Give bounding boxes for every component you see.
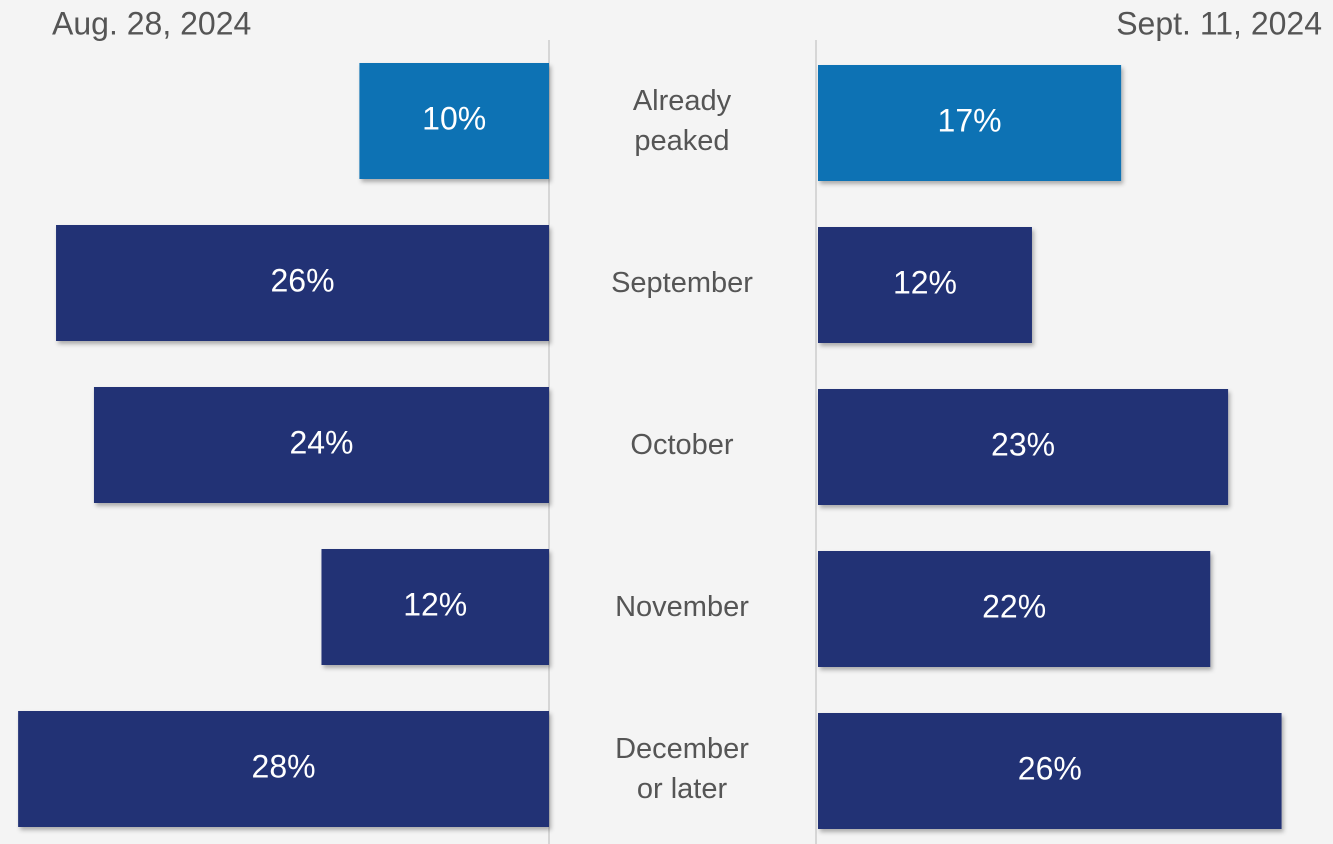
bar <box>18 711 550 827</box>
category-label: November <box>615 591 749 623</box>
bar <box>359 63 549 179</box>
value-label: 26% <box>270 262 334 298</box>
bar <box>93 387 550 503</box>
value-label: 12% <box>893 264 957 300</box>
category-label: Already peaked <box>632 85 732 157</box>
bar <box>818 389 1229 505</box>
category-label: October <box>630 429 734 461</box>
value-label: 10% <box>422 100 486 136</box>
bar <box>818 551 1211 667</box>
bar <box>56 225 549 341</box>
value-label: 23% <box>991 426 1055 462</box>
legend-right: Sept. 11, 2024 <box>1116 5 1322 41</box>
value-label: 26% <box>1018 750 1082 786</box>
legend-left: Aug. 28, 2024 <box>52 5 251 41</box>
value-label: 17% <box>938 102 1002 138</box>
value-label: 22% <box>982 588 1046 624</box>
bar <box>818 713 1282 829</box>
category-label: December or later <box>615 733 749 805</box>
value-label: 24% <box>289 424 353 460</box>
value-label: 28% <box>252 748 316 784</box>
bar <box>818 227 1032 343</box>
bar <box>818 65 1122 181</box>
bar <box>321 549 549 665</box>
category-label: September <box>611 267 753 299</box>
value-label: 12% <box>403 586 467 622</box>
